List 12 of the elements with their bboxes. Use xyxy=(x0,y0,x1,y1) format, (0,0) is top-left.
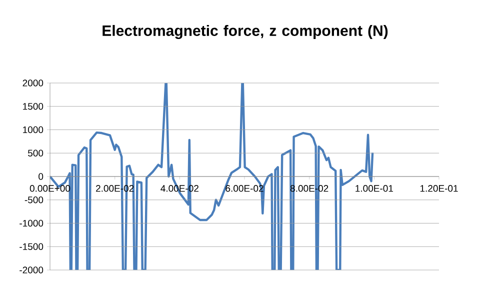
y-tick-label: 500 xyxy=(28,150,44,156)
x-tick-label: 1.00E-01 xyxy=(356,185,393,192)
y-tick-label: 1500 xyxy=(23,103,44,110)
y-tick-label: -1000 xyxy=(20,220,44,227)
y-tick-label: 1000 xyxy=(23,126,44,134)
x-tick-label: 1.20E-01 xyxy=(420,185,458,192)
chart-title: Electromagnetic force, z component (N) xyxy=(102,24,388,40)
y-tick-label: -2000 xyxy=(20,266,44,274)
y-tick-label: 2000 xyxy=(22,80,44,86)
y-tick-label: 0 xyxy=(38,173,44,180)
y-tick-label: -500 xyxy=(24,196,44,204)
y-tick-label: -1500 xyxy=(20,243,44,250)
